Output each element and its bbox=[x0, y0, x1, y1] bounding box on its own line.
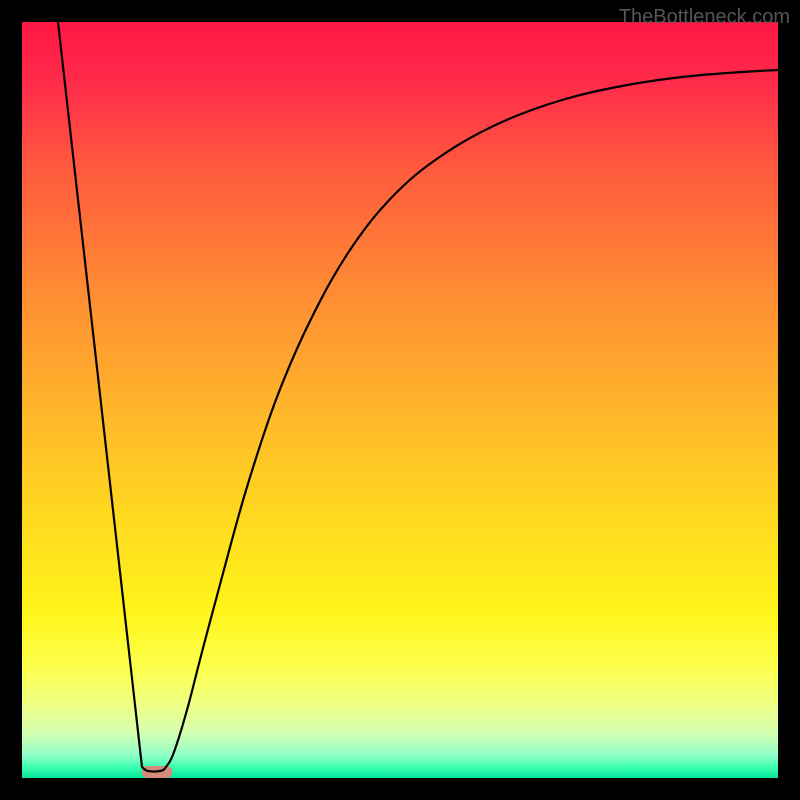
plot-area bbox=[22, 22, 778, 778]
chart-svg bbox=[22, 22, 778, 778]
chart-container: TheBottleneck.com bbox=[0, 0, 800, 800]
watermark-text: TheBottleneck.com bbox=[619, 6, 790, 29]
gradient-background bbox=[22, 22, 778, 778]
